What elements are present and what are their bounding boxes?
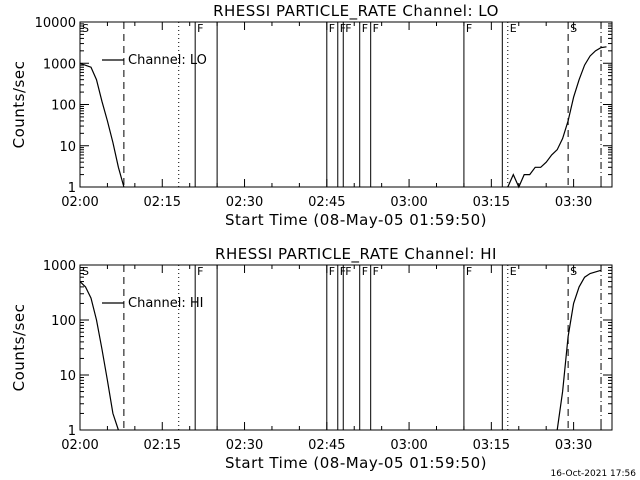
chart-panel-1: RHESSI PARTICLE_RATE Channel: LO Start Ti… xyxy=(10,2,613,229)
chart-title: RHESSI PARTICLE_RATE Channel: LO xyxy=(213,2,499,21)
event-marker-label: F xyxy=(345,265,351,278)
footer-timestamp: 16-Oct-2021 17:56 xyxy=(551,469,637,479)
event-marker-label: F xyxy=(373,265,379,278)
y-tick-label: 1 xyxy=(68,424,76,439)
y-tick-label: 1000 xyxy=(43,57,76,72)
chart-panels: RHESSI PARTICLE_RATE Channel: LO Start Ti… xyxy=(10,2,613,472)
x-tick-label: 02:15 xyxy=(144,195,181,210)
y-tick-label: 100 xyxy=(51,314,76,329)
event-marker-label: F xyxy=(373,22,379,35)
x-tick-label: 02:30 xyxy=(226,195,263,210)
x-tick-label: 03:00 xyxy=(390,438,427,453)
data-series-line xyxy=(507,46,607,189)
event-marker-label: F xyxy=(362,22,368,35)
x-axis-label: Start Time (08-May-05 01:59:50) xyxy=(225,211,487,229)
x-tick-label: 02:00 xyxy=(61,438,98,453)
event-marker-label: S xyxy=(570,22,577,35)
data-series-line xyxy=(556,269,602,431)
event-marker-label: E xyxy=(510,22,517,35)
data-series-line xyxy=(79,281,119,431)
y-tick-label: 1000 xyxy=(43,259,76,274)
legend-label: Channel: HI xyxy=(128,296,204,311)
event-marker-label: F xyxy=(197,22,203,35)
x-tick-label: 02:00 xyxy=(61,195,98,210)
x-tick-label: 03:30 xyxy=(555,195,592,210)
event-marker-label: E xyxy=(510,265,517,278)
y-axis-label: Counts/sec xyxy=(10,61,28,149)
chart-title: RHESSI PARTICLE_RATE Channel: HI xyxy=(215,245,497,264)
x-tick-label: 02:45 xyxy=(308,438,345,453)
event-marker-label: F xyxy=(345,22,351,35)
y-tick-label: 10 xyxy=(59,369,76,384)
y-tick-label: 10 xyxy=(59,140,76,155)
x-axis-label: Start Time (08-May-05 01:59:50) xyxy=(225,454,487,472)
x-tick-label: 03:15 xyxy=(473,438,510,453)
event-marker-label: F xyxy=(197,265,203,278)
data-series-line xyxy=(79,62,125,188)
event-marker-label: S xyxy=(570,265,577,278)
x-tick-label: 03:15 xyxy=(473,195,510,210)
event-marker-label: F xyxy=(362,265,368,278)
event-marker-label: F xyxy=(329,265,335,278)
y-tick-label: 10000 xyxy=(35,16,76,31)
x-tick-label: 02:45 xyxy=(308,195,345,210)
x-tick-label: 03:00 xyxy=(390,195,427,210)
event-marker-label: F xyxy=(466,22,472,35)
event-marker-label: F xyxy=(329,22,335,35)
legend-label: Channel: LO xyxy=(128,53,207,68)
event-marker-label: S xyxy=(82,265,89,278)
event-marker-label: S xyxy=(82,22,89,35)
x-tick-label: 02:15 xyxy=(144,438,181,453)
x-tick-label: 02:30 xyxy=(226,438,263,453)
event-marker-label: F xyxy=(466,265,472,278)
chart-panel-2: RHESSI PARTICLE_RATE Channel: HI Start Ti… xyxy=(10,245,613,472)
x-tick-label: 03:30 xyxy=(555,438,592,453)
y-axis-label: Counts/sec xyxy=(10,304,28,392)
y-tick-label: 100 xyxy=(51,99,76,114)
y-tick-label: 1 xyxy=(68,181,76,196)
